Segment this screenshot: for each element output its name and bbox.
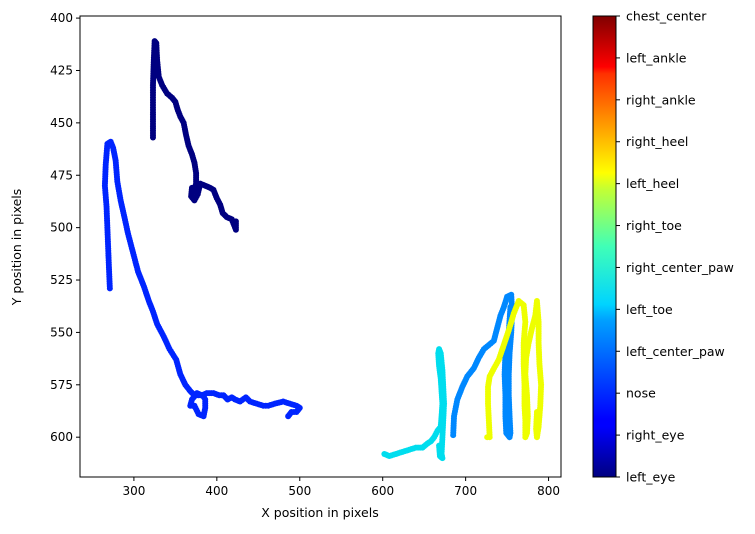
- colorbar-label-left_toe: left_toe: [626, 302, 673, 317]
- x-tick-label: 800: [537, 484, 560, 498]
- data-point: [232, 218, 239, 225]
- y-tick-label: 475: [50, 168, 73, 182]
- series-left_center_paw: [450, 291, 516, 441]
- colorbar: [592, 15, 617, 478]
- x-tick-label: 400: [205, 484, 228, 498]
- series-left_heel: [484, 297, 545, 441]
- colorbar-label-right_center_paw: right_center_paw: [626, 260, 734, 275]
- colorbar-label-right_toe: right_toe: [626, 218, 682, 233]
- colorbar-label-right_ankle: right_ankle: [626, 92, 696, 107]
- colorbar-ticks: left_eye right_eye nose left_center_paw left…: [616, 9, 734, 485]
- plot-area-frame: [79, 15, 562, 478]
- colorbar-label-right_heel: right_heel: [626, 134, 688, 149]
- x-tick-label: 500: [288, 484, 311, 498]
- colorbar-label-chest_center: chest_center: [626, 9, 707, 24]
- colorbar-label-right_eye: right_eye: [626, 428, 685, 443]
- x-tick-label: 700: [454, 484, 477, 498]
- y-tick-label: 575: [50, 378, 73, 392]
- series-nose: [101, 138, 303, 420]
- colorbar-label-left_eye: left_eye: [626, 470, 676, 485]
- y-axis-label: Y position in pixels: [9, 189, 24, 307]
- y-tick-label: 525: [50, 273, 73, 287]
- y-tick-label: 500: [50, 221, 73, 235]
- y-tick-label: 400: [50, 11, 73, 25]
- colorbar-label-left_heel: left_heel: [626, 176, 679, 191]
- y-tick-label: 450: [50, 116, 73, 130]
- x-tick-label: 300: [122, 484, 145, 498]
- data-point: [507, 304, 514, 311]
- series-left_toe: [381, 346, 448, 462]
- x-axis-label: X position in pixels: [261, 505, 379, 520]
- colorbar-label-left_center_paw: left_center_paw: [626, 344, 725, 359]
- data-point: [285, 413, 292, 420]
- x-axis: 300 400 500 600 700 800: [122, 477, 560, 498]
- y-axis: 400 425 450 475 500 525 550 575 600: [50, 11, 80, 444]
- y-tick-label: 600: [50, 430, 73, 444]
- y-tick-label: 550: [50, 325, 73, 339]
- colorbar-label-left_ankle: left_ankle: [626, 50, 687, 65]
- y-tick-label: 425: [50, 63, 73, 77]
- data-point: [436, 442, 443, 449]
- x-tick-label: 600: [371, 484, 394, 498]
- series-left_eye: [149, 38, 239, 233]
- data-points: [101, 38, 545, 462]
- data-point: [533, 409, 540, 416]
- colorbar-label-nose: nose: [626, 386, 656, 401]
